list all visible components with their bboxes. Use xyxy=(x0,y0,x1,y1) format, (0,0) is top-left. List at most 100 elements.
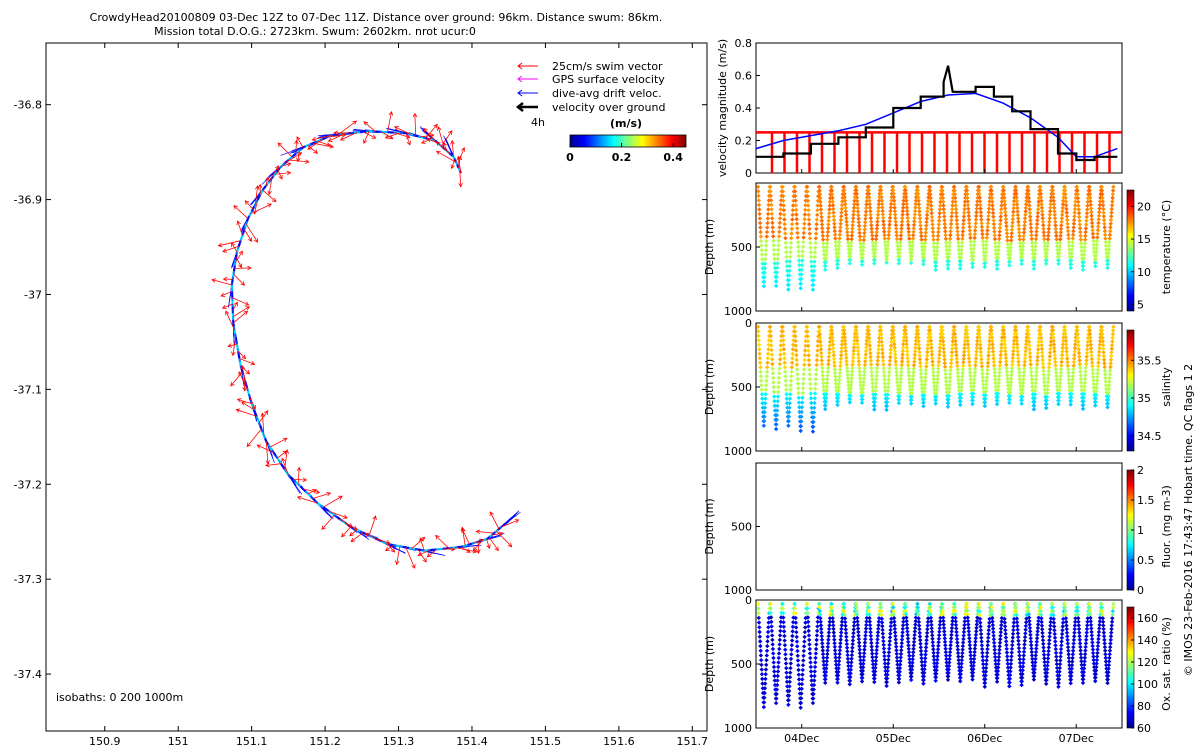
temperature-point xyxy=(807,231,812,236)
salinity-point xyxy=(812,396,817,401)
oxygen-point xyxy=(935,650,941,655)
map-ytick-label: -36.9 xyxy=(14,194,42,207)
oxygen-point xyxy=(1058,650,1064,656)
salinity-point xyxy=(1108,364,1113,370)
temperature-point xyxy=(953,203,958,208)
swim-vector xyxy=(288,159,309,163)
oxygen-point xyxy=(1063,608,1068,614)
temperature-point xyxy=(1022,223,1027,228)
oxygen-point xyxy=(848,663,854,669)
oxygen-point xyxy=(843,630,849,636)
oxygen-point xyxy=(985,646,990,652)
track-segment xyxy=(494,530,498,533)
oxygen-point xyxy=(986,624,992,629)
salinity-point xyxy=(1046,368,1052,374)
oxygen-point xyxy=(907,653,912,658)
temperature-point xyxy=(996,248,1001,253)
track-segment xyxy=(299,485,304,490)
oxygen-point xyxy=(1036,615,1041,620)
oxygen-point xyxy=(927,601,933,607)
oxygen-point xyxy=(1050,601,1055,607)
temperature-point xyxy=(1014,195,1019,200)
salinity-point xyxy=(876,343,882,348)
salinity-point xyxy=(989,331,994,337)
temperature-point xyxy=(898,233,904,238)
track-segment xyxy=(452,156,456,159)
oxygen-point xyxy=(820,651,826,657)
oxygen-point xyxy=(756,615,761,621)
oxygen-point xyxy=(863,636,868,642)
temperature-point xyxy=(757,211,762,217)
temperature-point xyxy=(983,253,988,259)
salinity-point xyxy=(1097,346,1102,351)
oxygen-colorbar-tick-label: 140 xyxy=(1137,634,1158,647)
oxygen-point xyxy=(910,660,915,665)
temperature-point xyxy=(1017,233,1022,239)
temperature-point xyxy=(943,236,949,242)
oxygen-point xyxy=(861,650,867,656)
swim-vector-head xyxy=(315,489,321,495)
salinity-point xyxy=(800,386,806,391)
temperature-point xyxy=(910,246,915,252)
salinity-point xyxy=(1009,366,1015,371)
temperature-point xyxy=(838,217,844,223)
temperature-point xyxy=(781,203,786,208)
track-segment xyxy=(262,434,267,439)
salinity-point xyxy=(1102,368,1108,373)
salinity-point xyxy=(1083,361,1089,367)
legend-gps-arrowhead xyxy=(517,75,523,83)
swim-vector-head xyxy=(458,182,463,188)
salinity-point xyxy=(781,338,786,343)
swim-vector-head xyxy=(333,130,338,136)
salinity-point xyxy=(825,365,831,371)
salinity-point xyxy=(1017,373,1022,378)
temperature-point xyxy=(1010,220,1015,225)
salinity-point xyxy=(1076,350,1082,356)
temperature-point xyxy=(890,184,896,190)
oxygen-point xyxy=(966,625,971,631)
temperature-point xyxy=(783,235,788,241)
temperature-point xyxy=(928,199,934,205)
salinity-point xyxy=(1029,377,1034,382)
oxygen-point xyxy=(1038,601,1043,607)
temperature-point xyxy=(864,202,869,207)
oxygen-point xyxy=(866,608,872,614)
oxygen-point xyxy=(780,606,786,611)
oxygen-point xyxy=(1093,668,1099,673)
salinity-point xyxy=(990,342,995,347)
oxygen-point xyxy=(943,653,949,658)
salinity-point xyxy=(971,384,977,389)
oxygen-point xyxy=(782,638,787,643)
temperature-point xyxy=(936,226,941,231)
temperature-point xyxy=(1042,244,1048,249)
salinity-point xyxy=(1081,391,1087,397)
temperature-point xyxy=(812,259,817,264)
oxygen-point xyxy=(792,601,798,607)
oxygen-point xyxy=(823,673,828,678)
salinity-point xyxy=(787,396,793,401)
oxygen-point xyxy=(768,615,774,620)
salinity-point xyxy=(1109,342,1115,348)
salinity-point xyxy=(974,349,979,354)
salinity-point xyxy=(854,334,860,340)
salinity-point xyxy=(844,355,849,360)
temperature-point xyxy=(864,205,869,211)
swim-vector xyxy=(488,537,499,551)
temperature-point xyxy=(793,193,798,199)
salinity-point xyxy=(979,364,985,369)
temperature-point xyxy=(849,240,854,245)
oxygen-point xyxy=(1084,633,1089,639)
legend-vog-arrowhead xyxy=(515,102,524,112)
track-segment xyxy=(253,203,257,208)
temperature-point xyxy=(1057,244,1062,249)
oxygen-point xyxy=(1029,646,1034,651)
oxygen-point xyxy=(875,630,881,635)
oxygen-point xyxy=(885,665,891,670)
salinity-point xyxy=(994,402,1000,407)
salinity-point xyxy=(849,379,854,385)
oxygen-point xyxy=(1013,605,1019,610)
salinity-point xyxy=(991,356,996,361)
oxygen-point xyxy=(844,634,849,639)
oxygen-point xyxy=(972,642,978,648)
temperature-point xyxy=(1087,188,1092,193)
